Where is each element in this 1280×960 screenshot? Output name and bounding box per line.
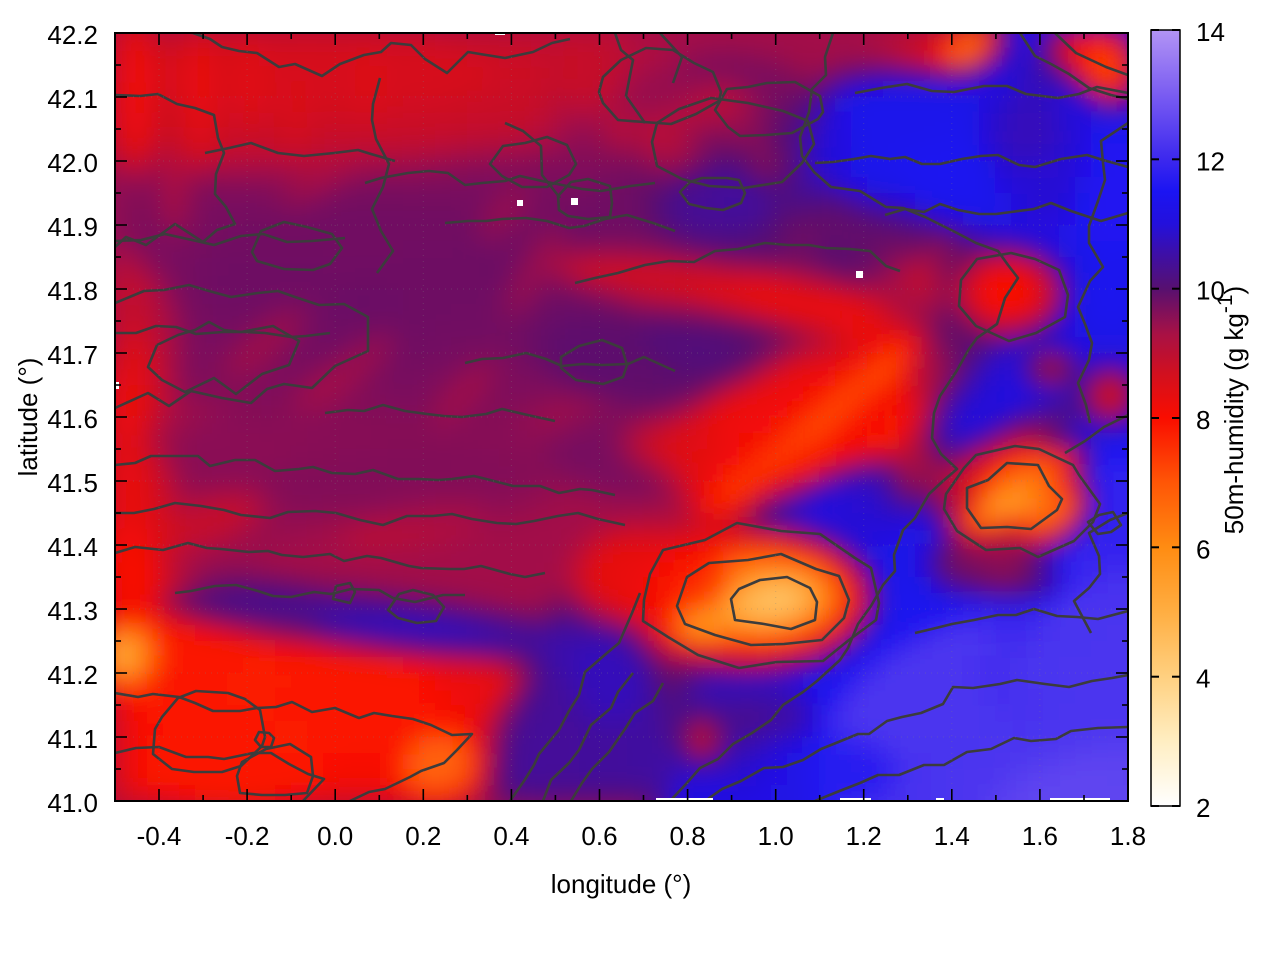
svg-text:41.2: 41.2 — [47, 660, 98, 690]
svg-text:8: 8 — [1196, 405, 1210, 435]
svg-text:41.1: 41.1 — [47, 724, 98, 754]
svg-text:41.9: 41.9 — [47, 212, 98, 242]
svg-text:41.8: 41.8 — [47, 276, 98, 306]
svg-text:42.2: 42.2 — [47, 20, 98, 50]
svg-text:42.1: 42.1 — [47, 84, 98, 114]
svg-text:0.2: 0.2 — [405, 821, 441, 851]
svg-text:41.4: 41.4 — [47, 532, 98, 562]
svg-text:41.3: 41.3 — [47, 596, 98, 626]
svg-text:1.6: 1.6 — [1022, 821, 1058, 851]
svg-text:0.8: 0.8 — [670, 821, 706, 851]
svg-text:1.4: 1.4 — [934, 821, 970, 851]
svg-text:longitude (°): longitude (°) — [551, 869, 691, 899]
svg-text:12: 12 — [1196, 146, 1225, 176]
svg-text:10: 10 — [1196, 276, 1225, 306]
svg-text:6: 6 — [1196, 534, 1210, 564]
svg-text:1.8: 1.8 — [1110, 821, 1146, 851]
svg-text:1.0: 1.0 — [758, 821, 794, 851]
svg-text:-0.4: -0.4 — [137, 821, 182, 851]
svg-text:41.5: 41.5 — [47, 468, 98, 498]
svg-text:42.0: 42.0 — [47, 148, 98, 178]
svg-text:14: 14 — [1196, 17, 1225, 47]
svg-text:41.7: 41.7 — [47, 340, 98, 370]
svg-text:latitude (°): latitude (°) — [13, 358, 43, 477]
svg-text:4: 4 — [1196, 664, 1210, 694]
svg-text:41.6: 41.6 — [47, 404, 98, 434]
svg-text:0.4: 0.4 — [493, 821, 529, 851]
svg-text:2: 2 — [1196, 793, 1210, 823]
svg-text:0.0: 0.0 — [317, 821, 353, 851]
svg-text:1.2: 1.2 — [846, 821, 882, 851]
svg-text:0.6: 0.6 — [581, 821, 617, 851]
svg-text:41.0: 41.0 — [47, 788, 98, 818]
svg-text:50m-humidity (g kg-1): 50m-humidity (g kg-1) — [1214, 286, 1249, 534]
svg-text:-0.2: -0.2 — [225, 821, 270, 851]
